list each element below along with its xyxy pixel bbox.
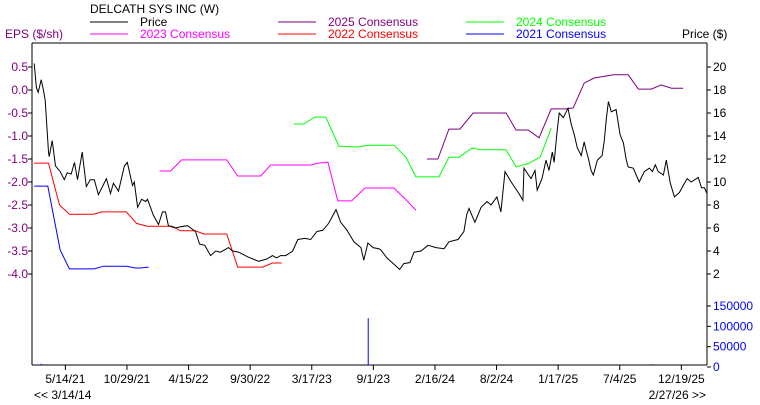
x-tick-label: 9/30/22 (230, 372, 270, 386)
volume-bars (40, 318, 659, 365)
price-tick-label: 10 (713, 175, 727, 189)
price-tick-label: 4 (713, 244, 720, 258)
price-tick-label: 8 (713, 198, 720, 212)
eps-tick-label: -3.0 (7, 221, 28, 235)
eps-tick-label: -2.5 (7, 198, 28, 212)
volume-tick-label: 150000 (713, 299, 753, 313)
eps-tick-label: -3.5 (7, 244, 28, 258)
eps-tick-label: -2.0 (7, 175, 28, 189)
x-tick-label: 2/16/24 (415, 372, 455, 386)
price-tick-label: 18 (713, 83, 727, 97)
x-tick-label: 10/29/21 (104, 372, 151, 386)
eps-tick-label: -1.0 (7, 129, 28, 143)
eps-tick-label: -0.5 (7, 106, 28, 120)
eps-tick-label: -4.0 (7, 267, 28, 281)
price-tick-label: 14 (713, 129, 727, 143)
volume-tick-label: 50000 (713, 340, 747, 354)
legend-label: Price (140, 15, 168, 29)
series-line-2024-consensus (293, 116, 552, 178)
price-tick-label: 12 (713, 152, 727, 166)
series-line-2022-consensus (34, 162, 282, 268)
eps-tick-label: 0.0 (11, 83, 28, 97)
nav-prev-link[interactable]: << 3/14/14 (34, 388, 92, 402)
x-tick-label: 3/17/23 (292, 372, 332, 386)
right-axis-label: Price ($) (682, 27, 727, 41)
price-tick-label: 6 (713, 221, 720, 235)
nav-next-link[interactable]: 2/27/26 >> (649, 388, 706, 402)
legend: Price 2025 Consensus 2024 Consensus 2023 Co… (90, 15, 606, 41)
legend-label: 2023 Consensus (140, 27, 230, 41)
price-tick-label: 20 (713, 60, 727, 74)
series-line-price (33, 63, 708, 271)
chart-title: DELCATH SYS INC (W) (90, 2, 219, 16)
x-tick-label: 7/4/25 (603, 372, 637, 386)
x-tick-label: 5/14/21 (45, 372, 85, 386)
x-tick-label: 12/19/25 (658, 372, 705, 386)
x-tick-label: 1/17/25 (538, 372, 578, 386)
plot-frame (31, 42, 708, 366)
volume-tick-label: 100000 (713, 319, 753, 333)
series-line-2021-consensus (34, 185, 149, 270)
price-tick-label: 2 (713, 267, 720, 281)
x-tick-label: 9/1/23 (357, 372, 391, 386)
price-tick-label: 16 (713, 106, 727, 120)
axes: 0.50.0-0.5-1.0-1.5-2.0-2.5-3.0-3.5-4.020… (7, 60, 753, 386)
series-group (33, 63, 708, 271)
volume-tick-label: 0 (713, 360, 720, 374)
series-line-2025-consensus (426, 74, 684, 160)
x-tick-label: 8/2/24 (480, 372, 514, 386)
eps-tick-label: 0.5 (11, 60, 28, 74)
left-axis-label: EPS ($/sh) (5, 27, 63, 41)
legend-label: 2021 Consensus (516, 27, 606, 41)
series-line-2023-consensus (159, 159, 417, 211)
legend-label: 2022 Consensus (328, 27, 418, 41)
eps-tick-label: -1.5 (7, 152, 28, 166)
legend-label: 2025 Consensus (328, 15, 418, 29)
x-tick-label: 4/15/22 (169, 372, 209, 386)
legend-label: 2024 Consensus (516, 15, 606, 29)
